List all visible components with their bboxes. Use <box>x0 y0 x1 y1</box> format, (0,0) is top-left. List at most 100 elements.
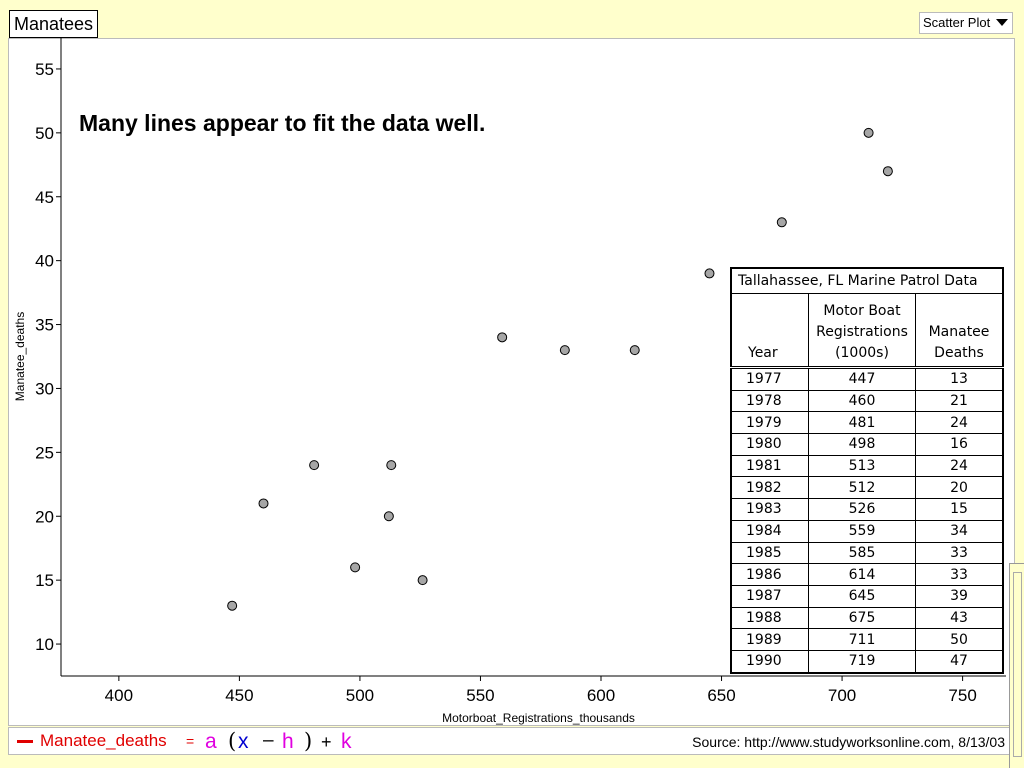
data-point <box>629 345 640 356</box>
data-point <box>863 127 874 138</box>
data-point <box>704 268 715 279</box>
parameter-a[interactable]: a <box>205 730 217 753</box>
year-cell: 1986 <box>730 563 809 586</box>
table-row: 1980 498 16 <box>730 433 1004 456</box>
data-table: Tallahassee, FL Marine Patrol Data Year … <box>730 267 1004 674</box>
parameter-h[interactable]: h <box>282 730 294 753</box>
y-tick-label: 30 <box>35 379 54 398</box>
y-tick-label: 10 <box>35 635 54 654</box>
deaths-cell: 24 <box>915 411 1004 435</box>
registrations-cell: 675 <box>808 606 916 630</box>
formula-bar[interactable]: Manatee_deaths = a ( x – h ) + k Source:… <box>8 727 1015 755</box>
deaths-cell: 47 <box>915 649 1004 674</box>
year-cell: 1990 <box>730 649 809 674</box>
side-panel-edge <box>1009 563 1024 768</box>
x-tick-label: 550 <box>466 686 494 705</box>
table-row: 1984 559 34 <box>730 519 1004 543</box>
registrations-cell: 512 <box>808 476 916 500</box>
year-cell: 1989 <box>730 628 809 651</box>
registrations-cell: 526 <box>808 498 916 521</box>
x-tick-label: 500 <box>346 686 374 705</box>
column-header-registrations: Motor Boat Registrations (1000s) <box>808 293 916 368</box>
formula-left-paren: ( <box>228 729 237 753</box>
year-header-text: Year <box>748 345 778 361</box>
formula-minus: – <box>263 730 274 751</box>
x-tick-label: 400 <box>105 686 133 705</box>
table-row: 1990 719 47 <box>730 649 1004 674</box>
parameter-k[interactable]: k <box>341 730 352 753</box>
registrations-header-line-1: Motor Boat <box>823 303 901 319</box>
deaths-cell: 15 <box>915 498 1004 521</box>
data-point <box>559 345 570 356</box>
year-cell: 1981 <box>730 454 809 478</box>
registrations-header-line-3: (1000s) <box>835 345 889 361</box>
formula-equals: = <box>186 733 195 749</box>
deaths-cell: 34 <box>915 519 1004 543</box>
table-row: 1987 645 39 <box>730 584 1004 608</box>
data-point <box>882 166 893 177</box>
data-point <box>383 511 394 522</box>
data-point <box>227 600 238 611</box>
year-cell: 1982 <box>730 476 809 500</box>
deaths-header-line-2: Deaths <box>934 345 984 361</box>
annotation-text: Many lines appear to fit the data well. <box>79 110 486 136</box>
x-tick-label: 600 <box>587 686 615 705</box>
table-row: 1978 460 21 <box>730 389 1004 413</box>
table-row: 1982 512 20 <box>730 476 1004 500</box>
x-axis-label: Motorboat_Registrations_thousands <box>442 711 635 725</box>
column-header-year: Year <box>730 293 809 368</box>
x-tick-label: 650 <box>707 686 735 705</box>
year-cell: 1987 <box>730 584 809 608</box>
y-tick-label: 55 <box>35 60 54 79</box>
y-tick-label: 20 <box>35 507 54 526</box>
table-row: 1986 614 33 <box>730 563 1004 586</box>
deaths-cell: 20 <box>915 476 1004 500</box>
column-header-deaths: Manatee Deaths <box>915 293 1004 368</box>
registrations-header-line-2: Registrations <box>816 324 908 340</box>
data-point <box>776 217 787 228</box>
deaths-header-line-1: Manatee <box>928 324 990 340</box>
table-row: 1979 481 24 <box>730 411 1004 435</box>
data-point <box>350 562 361 573</box>
registrations-cell: 585 <box>808 541 916 565</box>
year-cell: 1984 <box>730 519 809 543</box>
window-title[interactable]: Manatees <box>9 10 99 38</box>
deaths-cell: 50 <box>915 628 1004 651</box>
table-row: 1989 711 50 <box>730 628 1004 651</box>
registrations-cell: 481 <box>808 411 916 435</box>
chevron-down-icon[interactable] <box>996 19 1008 26</box>
formula-right-paren: ) <box>304 729 313 753</box>
table-row: 1988 675 43 <box>730 606 1004 630</box>
plot-type-label: Scatter Plot <box>923 15 991 30</box>
y-tick-label: 35 <box>35 316 54 335</box>
deaths-cell: 21 <box>915 389 1004 413</box>
year-cell: 1980 <box>730 433 809 456</box>
line-color-swatch <box>17 740 33 743</box>
data-point <box>417 575 428 586</box>
y-tick-label: 50 <box>35 124 54 143</box>
year-cell: 1978 <box>730 389 809 413</box>
registrations-cell: 513 <box>808 454 916 478</box>
y-tick-label: 15 <box>35 571 54 590</box>
data-point <box>497 332 508 343</box>
table-caption: Tallahassee, FL Marine Patrol Data <box>730 267 1004 294</box>
side-panel-inner <box>1013 572 1022 757</box>
formula-variable-x: x <box>238 730 249 753</box>
table-row: 1985 585 33 <box>730 541 1004 565</box>
plot-type-dropdown[interactable]: Scatter Plot <box>919 12 1013 34</box>
x-tick-label: 700 <box>828 686 856 705</box>
deaths-cell: 16 <box>915 433 1004 456</box>
deaths-cell: 43 <box>915 606 1004 630</box>
x-tick-label: 450 <box>225 686 253 705</box>
y-tick-label: 40 <box>35 252 54 271</box>
deaths-cell: 13 <box>915 366 1004 391</box>
deaths-cell: 33 <box>915 541 1004 565</box>
table-body: 1977 447 13 1978 460 21 1979 481 24 1980 498 16 1981… <box>730 366 1004 674</box>
registrations-cell: 711 <box>808 628 916 651</box>
deaths-cell: 24 <box>915 454 1004 478</box>
data-point <box>309 460 320 471</box>
registrations-cell: 719 <box>808 649 916 674</box>
formula-plus: + <box>321 732 332 752</box>
deaths-cell: 39 <box>915 584 1004 608</box>
